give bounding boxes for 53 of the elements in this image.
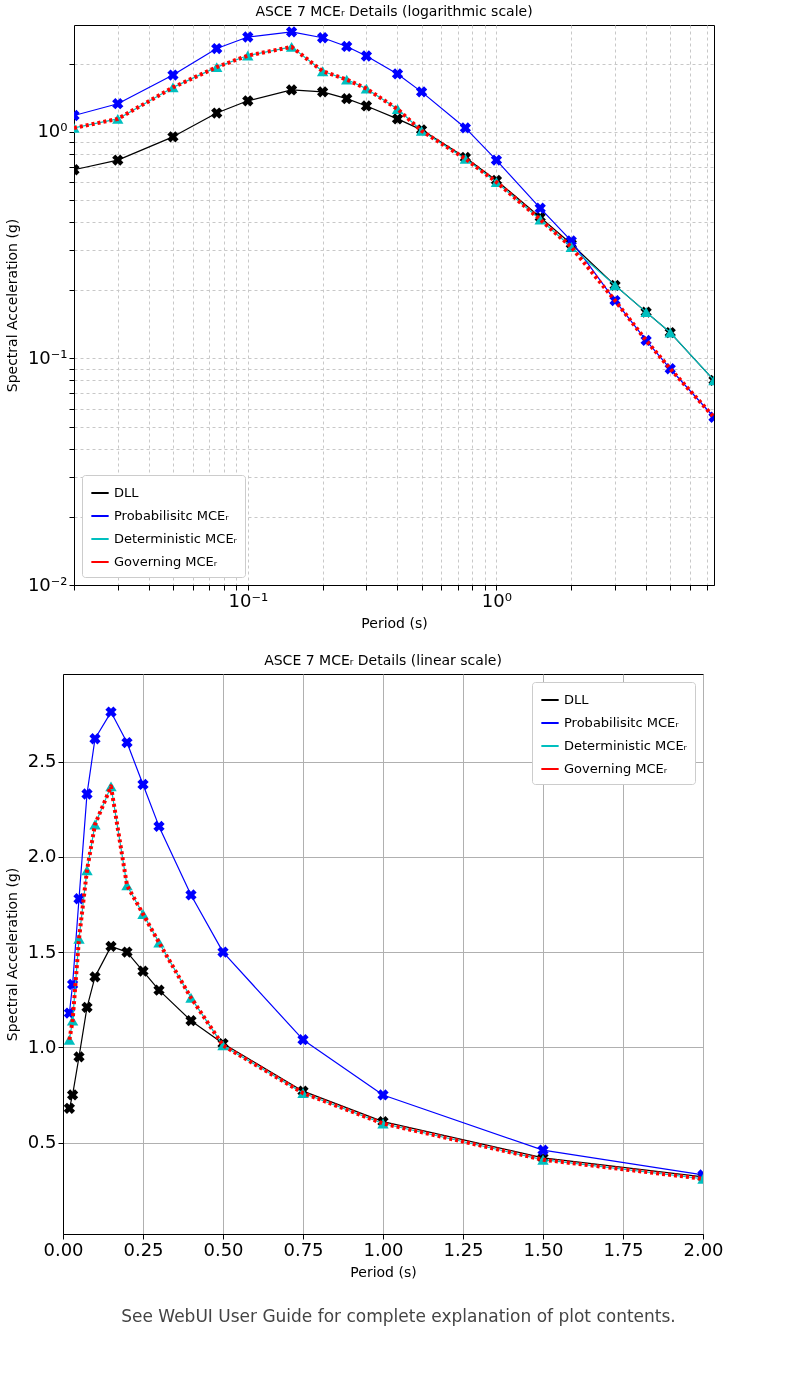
point — [89, 971, 101, 983]
point — [137, 965, 149, 977]
point — [153, 820, 165, 833]
point — [121, 736, 133, 749]
legend-label: Governing MCEᵣ — [564, 761, 668, 776]
legend-label: Probabilisitc MCEᵣ — [114, 508, 230, 523]
point — [217, 946, 229, 958]
point — [185, 1015, 197, 1027]
chart-title: ASCE 7 MCEᵣ Details (linear scale) — [264, 652, 502, 668]
y-tick-label: 10⁻¹ — [27, 346, 68, 368]
legend-label: Probabilisitc MCEᵣ — [564, 715, 680, 730]
point — [153, 984, 165, 996]
legend-label: DLL — [564, 692, 590, 707]
point — [377, 1089, 389, 1101]
point — [81, 1001, 93, 1013]
x-axis-title: Period (s) — [361, 614, 428, 631]
point — [537, 1144, 549, 1156]
x-tick-label: 1.50 — [523, 1238, 564, 1260]
x-tick-label: 0.00 — [43, 1238, 84, 1260]
point — [89, 733, 101, 745]
y-tick-label: 10⁰ — [37, 120, 68, 142]
point — [105, 940, 117, 953]
point — [297, 1034, 309, 1046]
y-tick-label: 1.0 — [27, 1035, 57, 1057]
x-tick-label: 1.25 — [443, 1238, 484, 1260]
point — [66, 1089, 79, 1101]
y-axis-title: Spectral Acceleration (g) — [3, 867, 20, 1042]
y-tick-label: 2.5 — [27, 750, 57, 772]
x-axis-title: Period (s) — [350, 1263, 417, 1280]
y-tick-label: 1.5 — [27, 940, 57, 962]
point — [73, 1051, 85, 1063]
legend-label: DLL — [114, 485, 140, 500]
y-tick-label: 10⁻² — [27, 573, 68, 595]
point — [137, 778, 149, 791]
legend-label: Deterministic MCEᵣ — [564, 738, 688, 753]
point — [185, 889, 197, 901]
x-tick-label: 1.00 — [363, 1238, 404, 1260]
text: See WebUI User Guide for complete explanation of plot contents. — [120, 1306, 677, 1326]
x-tick-label: 0.25 — [123, 1238, 164, 1260]
x-tick-label: 0.50 — [203, 1238, 244, 1260]
x-tick-label: 2.00 — [683, 1238, 724, 1260]
y-tick-label: 0.5 — [27, 1131, 57, 1153]
legend-label: Governing MCEᵣ — [114, 554, 218, 569]
x-tick-label: 1.75 — [603, 1238, 644, 1260]
legend-label: Deterministic MCEᵣ — [114, 531, 238, 546]
chart-title: ASCE 7 MCEᵣ Details (logarithmic scale) — [255, 3, 533, 19]
point — [81, 788, 93, 800]
point — [105, 706, 117, 718]
y-axis-title: Spectral Acceleration (g) — [3, 218, 20, 393]
point — [63, 1102, 76, 1114]
y-tick-label: 2.0 — [27, 845, 57, 867]
point — [121, 946, 133, 958]
x-tick-label: 0.75 — [283, 1238, 324, 1260]
